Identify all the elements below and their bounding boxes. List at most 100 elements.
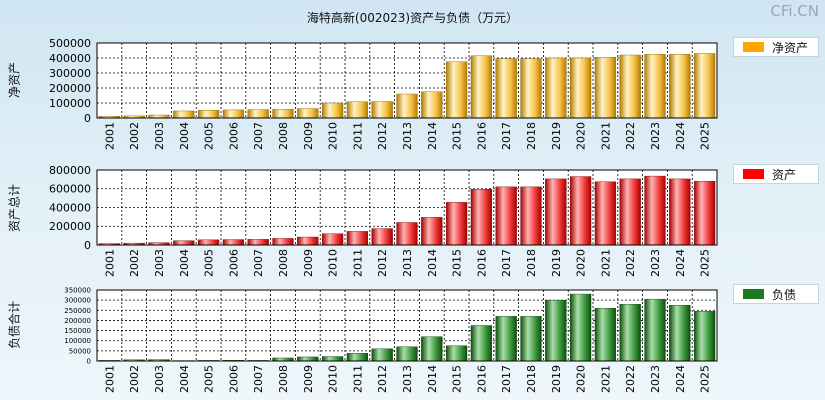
bar-assets-2005 — [197, 239, 220, 246]
x-tick-label: 2010 — [327, 365, 340, 393]
x-tick-label: 2004 — [178, 365, 191, 393]
legend-label-liabilities: 负债 — [772, 287, 797, 302]
y-tick-label: 100000 — [49, 97, 91, 110]
x-tick-label: 2008 — [277, 122, 290, 150]
bar-net-assets-2004 — [173, 110, 195, 119]
x-tick-label: 2011 — [351, 365, 364, 393]
x-tick-label: 2001 — [103, 122, 116, 150]
x-tick-label: 2025 — [699, 122, 712, 150]
y-tick-label: 300000 — [64, 297, 91, 305]
x-tick-label: 2001 — [103, 365, 116, 393]
bar-liabilities-2020 — [569, 293, 592, 362]
bar-liabilities-2010 — [321, 356, 344, 362]
bar-assets-2017 — [495, 186, 517, 246]
x-tick-label: 2007 — [252, 122, 265, 150]
x-tick-label: 2012 — [376, 365, 389, 393]
bar-assets-2014 — [421, 217, 443, 246]
y-tick-label: 800000 — [49, 164, 91, 177]
bar-net-assets-2012 — [371, 101, 393, 119]
bar-net-assets-2013 — [396, 93, 418, 119]
x-tick-label: 2015 — [451, 249, 464, 277]
x-tick-label: 2023 — [649, 249, 662, 277]
bar-net-assets-2014 — [421, 91, 443, 119]
bar-net-assets-2023 — [644, 54, 666, 119]
bar-assets-2016 — [470, 189, 493, 246]
bar-assets-2012 — [371, 228, 393, 246]
bar-net-assets-2011 — [346, 101, 369, 119]
x-tick-label: 2005 — [203, 249, 216, 277]
bar-net-assets-2022 — [619, 54, 641, 119]
bar-assets-2025 — [693, 181, 716, 246]
x-tick-label: 2022 — [624, 122, 637, 150]
bar-assets-2013 — [396, 222, 418, 246]
x-tick-label: 2010 — [327, 122, 340, 150]
bar-liabilities-2017 — [495, 316, 517, 362]
x-tick-label: 2009 — [302, 365, 315, 393]
bar-liabilities-2009 — [297, 356, 319, 362]
x-tick-label: 2012 — [376, 249, 389, 277]
x-tick-label: 2011 — [351, 249, 364, 277]
y-tick-label: 200000 — [49, 82, 91, 95]
bar-liabilities-2012 — [371, 348, 393, 362]
x-tick-label: 2001 — [103, 249, 116, 277]
x-tick-label: 2012 — [376, 122, 389, 150]
x-tick-label: 2010 — [327, 249, 340, 277]
bar-net-assets-2017 — [495, 58, 517, 119]
x-tick-label: 2021 — [599, 249, 612, 277]
y-tick-label: 100000 — [64, 337, 91, 345]
x-tick-label: 2006 — [227, 122, 240, 150]
x-tick-label: 2025 — [699, 249, 712, 277]
legend-net-assets: 净资产 — [733, 37, 819, 57]
bar-liabilities-2023 — [644, 298, 666, 362]
plot-frame-liabilities — [96, 289, 718, 362]
bar-liabilities-2013 — [396, 346, 418, 362]
x-tick-label: 2019 — [550, 249, 563, 277]
bar-assets-2019 — [545, 178, 567, 246]
x-tick-label: 2014 — [426, 122, 439, 150]
x-tick-label: 2024 — [674, 249, 687, 277]
x-tick-label: 2011 — [351, 122, 364, 150]
x-tick-label: 2023 — [649, 365, 662, 393]
x-tick-label: 2022 — [624, 365, 637, 393]
y-tick-label: 200000 — [64, 317, 91, 325]
x-tick-label: 2018 — [525, 365, 538, 393]
y-tick-label: 500000 — [49, 37, 91, 50]
x-tick-label: 2020 — [575, 249, 588, 277]
y-tick-label: 0 — [84, 239, 91, 252]
bar-liabilities-2025 — [693, 311, 716, 362]
x-tick-label: 2003 — [153, 365, 166, 393]
x-tick-label: 2002 — [128, 365, 141, 393]
x-tick-label: 2003 — [153, 122, 166, 150]
y-tick-label: 400000 — [49, 52, 91, 65]
y-tick-label: 350000 — [64, 287, 91, 295]
x-tick-label: 2003 — [153, 249, 166, 277]
x-tick-label: 2002 — [128, 122, 141, 150]
y-tick-label: 0 — [87, 358, 91, 366]
x-tick-label: 2008 — [277, 249, 290, 277]
x-tick-label: 2023 — [649, 122, 662, 150]
x-tick-label: 2013 — [401, 365, 414, 393]
bar-assets-2006 — [222, 239, 245, 246]
x-tick-label: 2005 — [203, 122, 216, 150]
x-tick-label: 2018 — [525, 249, 538, 277]
bar-assets-2022 — [619, 178, 641, 246]
y-tick-label: 150000 — [64, 327, 91, 335]
x-tick-label: 2006 — [227, 249, 240, 277]
bar-liabilities-2021 — [594, 308, 617, 362]
x-tick-label: 2006 — [227, 365, 240, 393]
x-tick-label: 2015 — [451, 365, 464, 393]
bar-net-assets-2007 — [247, 109, 269, 119]
x-tick-label: 2007 — [252, 249, 265, 277]
x-tick-label: 2016 — [475, 249, 488, 277]
x-tick-label: 2014 — [426, 249, 439, 277]
x-tick-label: 2019 — [550, 365, 563, 393]
x-tick-label: 2025 — [699, 365, 712, 393]
legend-swatch-net-assets — [743, 42, 764, 52]
bar-assets-2008 — [272, 238, 294, 246]
x-tick-label: 2017 — [500, 122, 513, 150]
x-tick-label: 2021 — [599, 122, 612, 150]
bar-net-assets-2015 — [445, 61, 468, 119]
x-tick-label: 2004 — [178, 249, 191, 277]
legend-swatch-assets — [743, 169, 764, 179]
